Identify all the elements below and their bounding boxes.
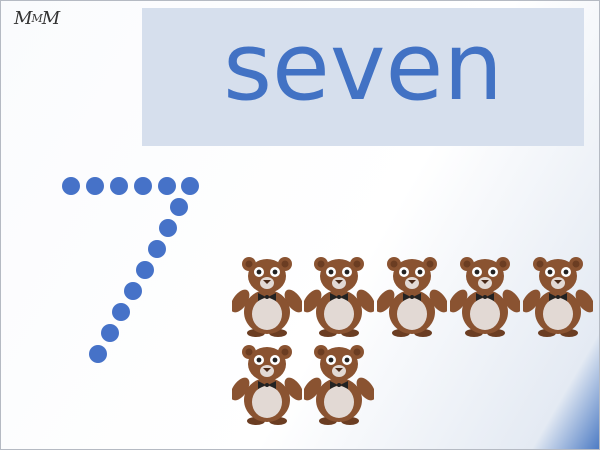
numeral-dot — [124, 282, 142, 300]
number-word-panel: seven — [142, 8, 584, 146]
numeral-dot — [148, 240, 166, 258]
number-word: seven — [223, 13, 503, 122]
numeral-dot — [86, 177, 104, 195]
numeral-dot — [62, 177, 80, 195]
numeral-dot — [110, 177, 128, 195]
numeral-dot — [101, 324, 119, 342]
numeral-dot — [158, 177, 176, 195]
numeral-dot — [89, 345, 107, 363]
teddy-bear-icon — [521, 256, 595, 338]
numeral-dot — [136, 261, 154, 279]
logo-letter-1: M — [14, 8, 32, 29]
teddy-bear-icon — [448, 256, 522, 338]
teddy-bear-icon — [375, 256, 449, 338]
teddy-bear-icon — [302, 256, 376, 338]
numeral-dot — [112, 303, 130, 321]
numeral-dot — [134, 177, 152, 195]
logo-letter-2: M — [31, 12, 42, 25]
teddy-bear-icon — [230, 344, 304, 426]
numeral-dot — [181, 177, 199, 195]
brand-logo: MMM — [14, 8, 60, 29]
numeral-dot — [159, 219, 177, 237]
teddy-bear-icon — [302, 344, 376, 426]
teddy-bear-icon — [230, 256, 304, 338]
logo-letter-3: M — [41, 8, 60, 29]
numeral-dot — [170, 198, 188, 216]
